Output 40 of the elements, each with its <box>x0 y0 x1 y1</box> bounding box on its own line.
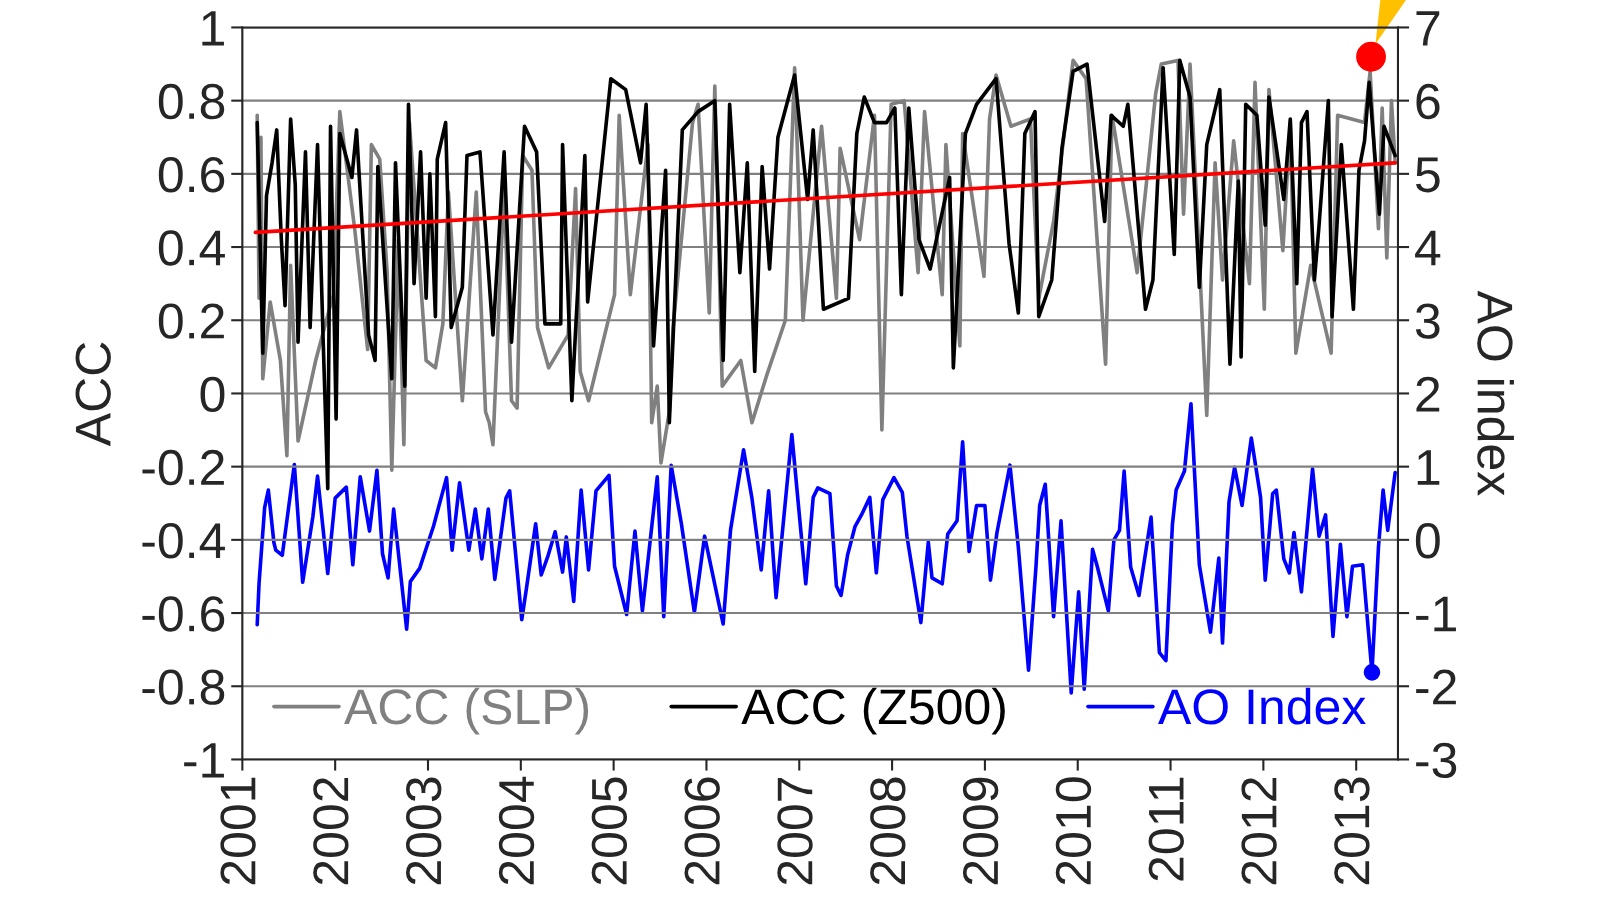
x-tick-label: 2007 <box>777 777 813 885</box>
y-tick-label: 1 <box>202 11 224 46</box>
y-tick-label: 0 <box>200 376 225 413</box>
x-tick-label: 2011 <box>1148 777 1184 881</box>
x-tick-label: 2003 <box>406 777 442 885</box>
y2-tick-label: 5 <box>1415 157 1440 193</box>
y2-tick-label: 6 <box>1416 83 1440 120</box>
y-tick-label: 0.2 <box>158 303 224 339</box>
y2-axis-title: AO index <box>1477 290 1514 496</box>
legend-label: ACC (SLP) <box>344 687 589 735</box>
y2-tick-label: -2 <box>1416 669 1456 705</box>
x-tick-label: 2009 <box>962 777 999 885</box>
y2-tick-label: 7 <box>1416 11 1440 46</box>
y-tick-label: -0.8 <box>142 669 225 705</box>
x-tick-label: 2010 <box>1055 777 1092 885</box>
y-tick-label: 0.6 <box>158 157 225 193</box>
y2-tick-label: -1 <box>1416 596 1456 632</box>
y-tick-label: -0.4 <box>142 523 225 559</box>
x-tick-label: 2004 <box>498 776 535 885</box>
y-tick-label: 0.8 <box>158 83 225 120</box>
legend-label: ACC (Z500) <box>741 687 1005 735</box>
x-tick-label: 2013 <box>1334 777 1370 885</box>
y-tick-label: -1 <box>184 743 224 778</box>
x-tick-label: 2005 <box>591 777 628 885</box>
y-tick-label: -0.6 <box>142 596 225 632</box>
y-axis-title: ACC <box>75 342 111 447</box>
y2-tick-label: 4 <box>1415 230 1441 266</box>
legend-label: AO Index <box>1158 687 1366 725</box>
x-tick-label: 2012 <box>1241 777 1277 885</box>
y2-tick-label: 0 <box>1415 523 1440 559</box>
y2-tick-label: 3 <box>1415 303 1440 339</box>
y2-tick-label: 2 <box>1416 376 1440 412</box>
x-tick-label: 2006 <box>684 777 720 885</box>
y-tick-label: -0.2 <box>142 449 224 486</box>
x-tick-label: 2002 <box>313 777 349 885</box>
x-tick-label: 2001 <box>220 777 256 885</box>
x-tick-label: 2008 <box>870 777 906 885</box>
y2-tick-label: 1 <box>1417 450 1440 485</box>
y2-tick-label: -3 <box>1416 742 1457 779</box>
y-tick-label: 0.4 <box>158 230 225 266</box>
